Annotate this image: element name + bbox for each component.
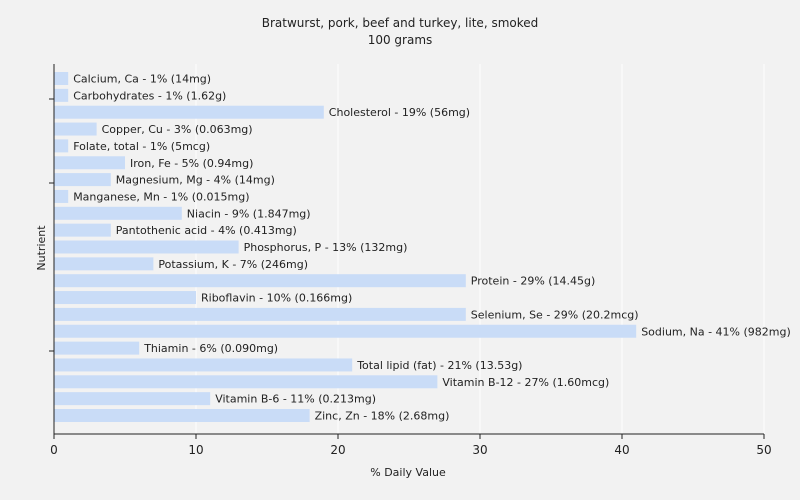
bar <box>54 122 97 136</box>
bar-label: Phosphorus, P - 13% (132mg) <box>244 241 408 254</box>
bar-label: Vitamin B-6 - 11% (0.213mg) <box>215 393 376 406</box>
bar <box>54 358 353 372</box>
bar <box>54 88 69 102</box>
bar <box>54 223 111 237</box>
bar-label: Vitamin B-12 - 27% (1.60mcg) <box>442 376 609 389</box>
bar-label: Sodium, Na - 41% (982mg) <box>641 325 791 338</box>
bar-label: Riboflavin - 10% (0.166mg) <box>201 292 352 305</box>
bar-label: Pantothenic acid - 4% (0.413mg) <box>116 224 297 237</box>
bar-label: Cholesterol - 19% (56mg) <box>329 106 470 119</box>
x-tick-label: 10 <box>188 443 203 457</box>
bar <box>54 341 140 355</box>
bar-label: Iron, Fe - 5% (0.94mg) <box>130 157 253 170</box>
y-axis-label: Nutrient <box>35 225 48 271</box>
bar-label: Protein - 29% (14.45g) <box>471 275 596 288</box>
bar-label: Manganese, Mn - 1% (0.015mg) <box>73 190 249 203</box>
x-tick-label: 20 <box>330 443 345 457</box>
x-tick-label: 50 <box>756 443 771 457</box>
bar <box>54 240 239 254</box>
bar <box>54 257 154 271</box>
bar <box>54 274 466 288</box>
bar <box>54 156 125 170</box>
bar-label: Potassium, K - 7% (246mg) <box>158 258 308 271</box>
bar <box>54 392 211 406</box>
x-tick-label: 0 <box>50 443 58 457</box>
chart-title: Bratwurst, pork, beef and turkey, lite, … <box>262 16 539 30</box>
x-axis-label: % Daily Value <box>370 466 446 479</box>
bar-label: Total lipid (fat) - 21% (13.53g) <box>356 359 522 372</box>
x-tick-label: 30 <box>472 443 487 457</box>
bar <box>54 139 69 153</box>
bar-label: Folate, total - 1% (5mcg) <box>73 140 210 153</box>
bar <box>54 375 438 389</box>
bar <box>54 173 111 187</box>
chart-subtitle: 100 grams <box>368 33 433 47</box>
bar-label: Niacin - 9% (1.847mg) <box>187 207 311 220</box>
x-tick-label: 40 <box>614 443 629 457</box>
plot-area: 0 10 20 30 40 50 Calcium, Ca - 1% (14mg) Carboh… <box>49 64 791 457</box>
bar-label: Zinc, Zn - 18% (2.68mg) <box>315 410 450 423</box>
bar-label: Magnesium, Mg - 4% (14mg) <box>116 174 275 187</box>
bar-label: Copper, Cu - 3% (0.063mg) <box>102 123 253 136</box>
bar <box>54 324 637 338</box>
bar-label: Calcium, Ca - 1% (14mg) <box>73 73 211 86</box>
bar-label: Carbohydrates - 1% (1.62g) <box>73 89 226 102</box>
bar <box>54 409 310 422</box>
bar-label: Thiamin - 6% (0.090mg) <box>143 342 278 355</box>
bar-label: Selenium, Se - 29% (20.2mcg) <box>471 308 639 321</box>
bar <box>54 291 196 305</box>
bar <box>54 307 466 321</box>
bar <box>54 189 69 203</box>
bar <box>54 72 69 85</box>
bar <box>54 206 182 220</box>
bar <box>54 105 324 119</box>
